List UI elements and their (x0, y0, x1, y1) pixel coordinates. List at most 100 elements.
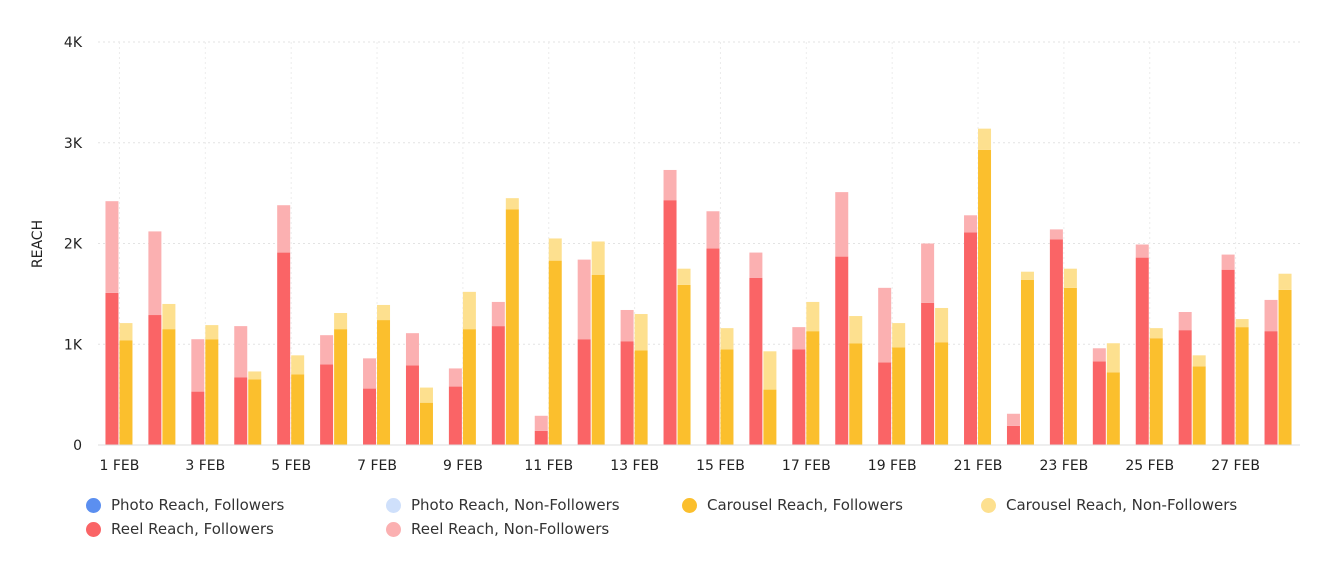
bar-carousel-reach-non-followers-10[interactable] (505, 198, 519, 210)
bar-reel-reach-followers-7[interactable] (363, 388, 377, 445)
bar-carousel-reach-followers-5[interactable] (291, 374, 305, 445)
legend-item[interactable]: Photo Reach, Followers (86, 496, 284, 514)
bar-reel-reach-followers-18[interactable] (835, 256, 849, 445)
bar-reel-reach-non-followers-22[interactable] (1006, 413, 1020, 426)
bar-reel-reach-followers-12[interactable] (577, 339, 591, 445)
bar-carousel-reach-non-followers-14[interactable] (677, 268, 691, 285)
bar-carousel-reach-non-followers-23[interactable] (1063, 268, 1077, 288)
bar-carousel-reach-non-followers-4[interactable] (248, 371, 262, 380)
bar-carousel-reach-non-followers-18[interactable] (849, 316, 863, 344)
bar-reel-reach-non-followers-5[interactable] (277, 205, 291, 253)
bar-reel-reach-non-followers-8[interactable] (405, 333, 419, 366)
bar-reel-reach-non-followers-15[interactable] (706, 211, 720, 249)
bar-reel-reach-followers-28[interactable] (1264, 331, 1278, 445)
bar-reel-reach-non-followers-14[interactable] (663, 169, 677, 201)
bar-reel-reach-followers-5[interactable] (277, 252, 291, 445)
bar-reel-reach-non-followers-27[interactable] (1221, 254, 1235, 270)
bar-reel-reach-non-followers-20[interactable] (921, 243, 935, 303)
bar-reel-reach-non-followers-16[interactable] (749, 252, 763, 278)
bar-carousel-reach-followers-8[interactable] (419, 402, 433, 445)
bar-reel-reach-followers-26[interactable] (1178, 330, 1192, 445)
bar-carousel-reach-non-followers-3[interactable] (205, 325, 219, 340)
legend-item[interactable]: Carousel Reach, Non-Followers (981, 496, 1237, 514)
bar-carousel-reach-followers-6[interactable] (334, 329, 348, 445)
bar-reel-reach-followers-14[interactable] (663, 200, 677, 445)
bar-carousel-reach-followers-24[interactable] (1106, 372, 1120, 445)
bar-carousel-reach-non-followers-7[interactable] (377, 304, 391, 321)
bar-reel-reach-non-followers-19[interactable] (878, 287, 892, 363)
bar-carousel-reach-non-followers-8[interactable] (419, 387, 433, 403)
bar-carousel-reach-non-followers-20[interactable] (935, 307, 949, 343)
bar-carousel-reach-followers-4[interactable] (248, 379, 262, 445)
bar-reel-reach-followers-10[interactable] (491, 326, 505, 445)
bar-reel-reach-non-followers-18[interactable] (835, 192, 849, 257)
bar-reel-reach-followers-24[interactable] (1092, 361, 1106, 445)
bar-carousel-reach-followers-11[interactable] (548, 260, 562, 445)
bar-carousel-reach-non-followers-28[interactable] (1278, 273, 1292, 290)
bar-reel-reach-followers-19[interactable] (878, 362, 892, 445)
bar-reel-reach-non-followers-23[interactable] (1049, 229, 1063, 240)
bar-reel-reach-followers-13[interactable] (620, 341, 634, 445)
bar-carousel-reach-non-followers-2[interactable] (162, 303, 176, 330)
bar-carousel-reach-followers-28[interactable] (1278, 289, 1292, 445)
bar-carousel-reach-followers-9[interactable] (462, 329, 476, 445)
bar-reel-reach-followers-2[interactable] (148, 315, 162, 445)
bar-reel-reach-followers-6[interactable] (320, 364, 334, 445)
bar-carousel-reach-followers-7[interactable] (377, 320, 391, 445)
bar-carousel-reach-non-followers-9[interactable] (462, 291, 476, 330)
bar-carousel-reach-non-followers-21[interactable] (978, 128, 992, 150)
bar-carousel-reach-followers-22[interactable] (1020, 279, 1034, 445)
bar-carousel-reach-non-followers-24[interactable] (1106, 343, 1120, 373)
bar-reel-reach-non-followers-4[interactable] (234, 326, 248, 378)
bar-reel-reach-non-followers-6[interactable] (320, 335, 334, 365)
bar-carousel-reach-followers-2[interactable] (162, 329, 176, 445)
bar-carousel-reach-followers-23[interactable] (1063, 287, 1077, 445)
bar-reel-reach-followers-20[interactable] (921, 302, 935, 445)
bar-carousel-reach-followers-15[interactable] (720, 349, 734, 445)
bar-reel-reach-non-followers-28[interactable] (1264, 299, 1278, 332)
bar-carousel-reach-non-followers-13[interactable] (634, 314, 648, 351)
bar-reel-reach-non-followers-11[interactable] (534, 415, 548, 431)
bar-carousel-reach-non-followers-12[interactable] (591, 241, 605, 275)
bar-carousel-reach-non-followers-19[interactable] (892, 323, 906, 348)
bar-carousel-reach-non-followers-25[interactable] (1149, 328, 1163, 339)
bar-carousel-reach-followers-14[interactable] (677, 284, 691, 445)
legend-item[interactable]: Reel Reach, Non-Followers (386, 520, 609, 538)
bar-reel-reach-non-followers-13[interactable] (620, 309, 634, 342)
bar-reel-reach-non-followers-17[interactable] (792, 327, 806, 350)
bar-reel-reach-followers-16[interactable] (749, 277, 763, 445)
bar-carousel-reach-non-followers-11[interactable] (548, 238, 562, 261)
bar-carousel-reach-followers-16[interactable] (763, 389, 777, 445)
bar-carousel-reach-followers-10[interactable] (505, 209, 519, 445)
bar-reel-reach-followers-1[interactable] (105, 292, 119, 445)
bar-carousel-reach-followers-26[interactable] (1192, 366, 1206, 445)
bar-reel-reach-non-followers-21[interactable] (964, 215, 978, 233)
bar-reel-reach-followers-21[interactable] (964, 232, 978, 445)
bar-carousel-reach-followers-18[interactable] (849, 343, 863, 445)
bar-reel-reach-followers-9[interactable] (448, 386, 462, 445)
bar-reel-reach-followers-25[interactable] (1135, 257, 1149, 445)
bar-reel-reach-non-followers-25[interactable] (1135, 244, 1149, 258)
bar-reel-reach-followers-11[interactable] (534, 430, 548, 445)
bar-carousel-reach-non-followers-6[interactable] (334, 313, 348, 330)
legend-item[interactable]: Reel Reach, Followers (86, 520, 274, 538)
bar-reel-reach-non-followers-10[interactable] (491, 301, 505, 327)
bar-reel-reach-non-followers-2[interactable] (148, 231, 162, 316)
bar-carousel-reach-non-followers-22[interactable] (1020, 271, 1034, 280)
bar-carousel-reach-non-followers-27[interactable] (1235, 319, 1249, 328)
bar-carousel-reach-followers-1[interactable] (119, 340, 133, 445)
bar-reel-reach-followers-4[interactable] (234, 377, 248, 445)
bar-carousel-reach-followers-21[interactable] (978, 149, 992, 446)
bar-reel-reach-non-followers-7[interactable] (363, 358, 377, 389)
bar-carousel-reach-followers-20[interactable] (935, 342, 949, 445)
bar-carousel-reach-followers-19[interactable] (892, 347, 906, 445)
bar-carousel-reach-non-followers-26[interactable] (1192, 355, 1206, 367)
bar-reel-reach-non-followers-1[interactable] (105, 201, 119, 293)
bar-carousel-reach-non-followers-17[interactable] (806, 301, 820, 332)
bar-carousel-reach-followers-27[interactable] (1235, 327, 1249, 445)
bar-reel-reach-followers-23[interactable] (1049, 239, 1063, 445)
bar-reel-reach-followers-27[interactable] (1221, 269, 1235, 445)
bar-carousel-reach-followers-17[interactable] (806, 331, 820, 445)
bar-carousel-reach-non-followers-5[interactable] (291, 355, 305, 375)
legend-item[interactable]: Carousel Reach, Followers (682, 496, 903, 514)
